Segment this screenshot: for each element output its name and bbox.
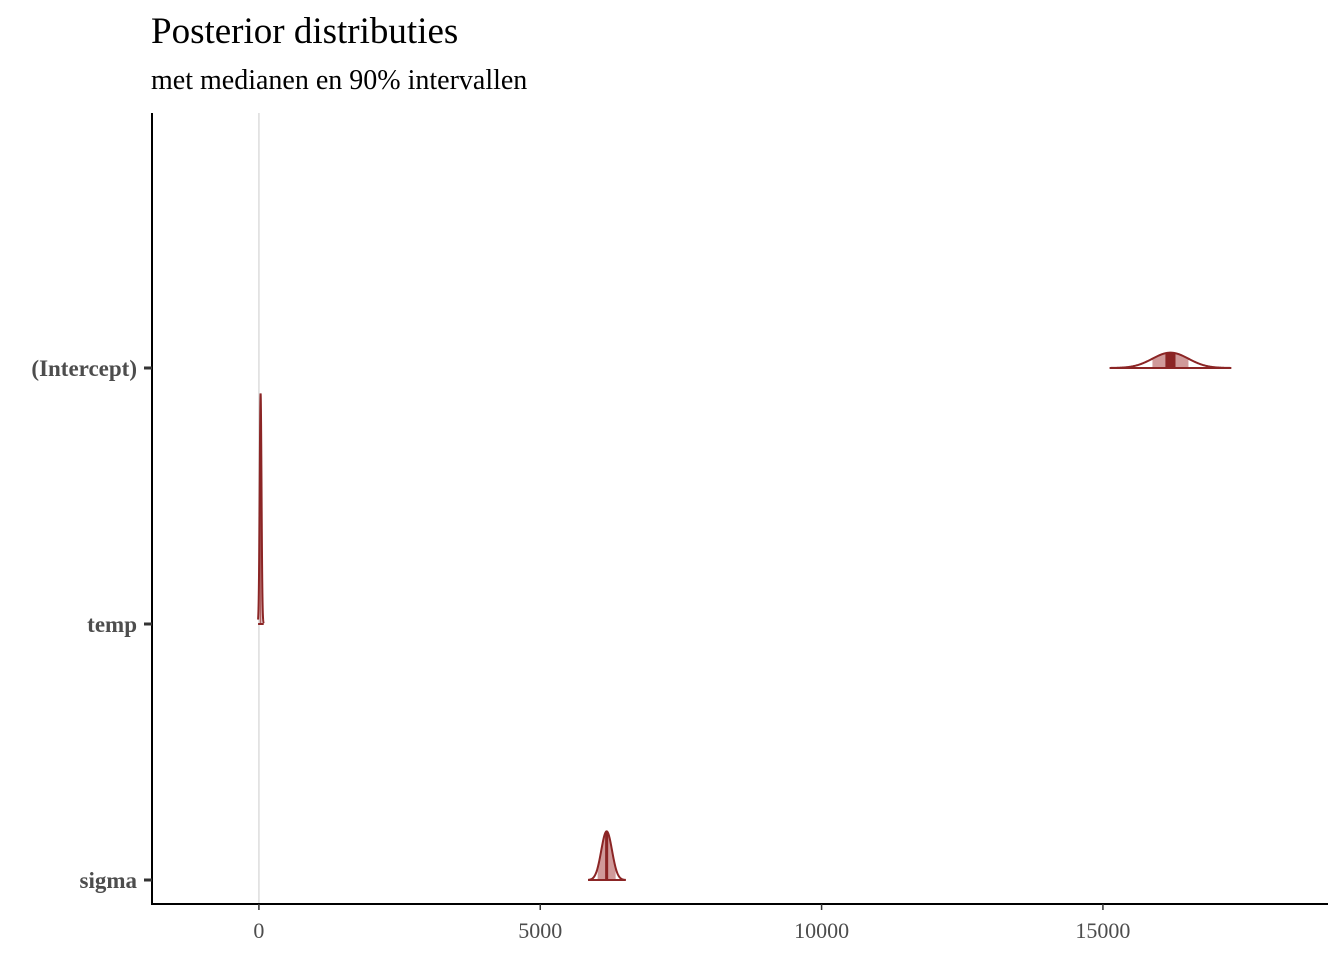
x-tick-label: 10000: [794, 918, 849, 943]
x-tick-label: 0: [253, 918, 264, 943]
x-tick-label: 15000: [1075, 918, 1130, 943]
y-tick-label: (Intercept): [31, 356, 137, 381]
median-band: [1165, 352, 1176, 368]
density-outline: [1109, 351, 1232, 369]
x-tick-label: 5000: [518, 918, 562, 943]
chart-title: Posterior distributies: [151, 11, 458, 52]
y-tick-label: sigma: [80, 868, 138, 893]
density-intercept: [1109, 351, 1232, 369]
density-sigma: [587, 830, 626, 881]
y-tick-label: temp: [87, 612, 137, 637]
densities-layer: [257, 351, 1232, 881]
axes-layer: (Intercept) temp sigma 0 5000 10000 15000: [31, 113, 1328, 943]
density-outline: [587, 830, 626, 881]
density-outline: [257, 393, 265, 624]
chart-subtitle: met medianen en 90% intervallen: [151, 65, 527, 96]
density-temp: [257, 393, 265, 625]
median-band: [605, 831, 609, 880]
